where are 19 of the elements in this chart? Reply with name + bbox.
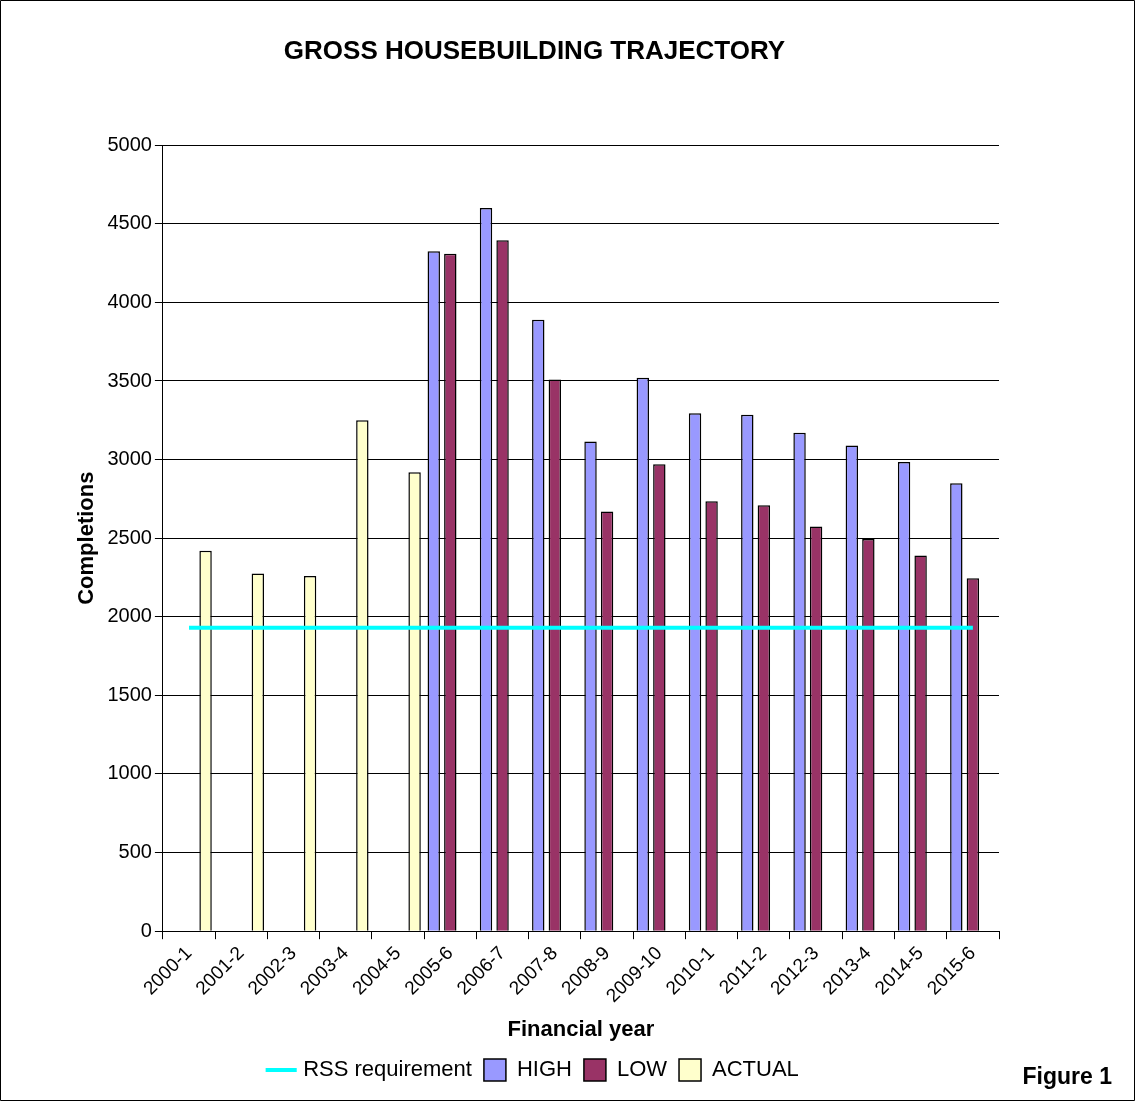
legend-label: LOW [616, 1056, 668, 1082]
y-tick-label: 2000 [107, 604, 152, 627]
y-tick-label: 2500 [107, 525, 152, 548]
y-tick-label: 1000 [107, 761, 152, 784]
y-axis-title: Completions [73, 471, 99, 605]
chart-title: GROSS HOUSEBUILDING TRAJECTORY [283, 34, 786, 65]
y-tick-label: 3500 [107, 368, 152, 391]
y-tick-label: 500 [118, 840, 152, 863]
y-tick-label: 0 [140, 918, 152, 941]
y-tick-label: 4500 [107, 211, 152, 234]
y-tick-label: 3000 [107, 447, 152, 470]
y-tick-label: 1500 [107, 682, 152, 705]
y-tick-label: 4000 [107, 289, 152, 312]
legend-label: RSS requirement [303, 1056, 472, 1082]
caption: Figure 1 [1022, 1063, 1113, 1090]
legend-label: ACTUAL [712, 1056, 799, 1082]
legend-label: HIGH [516, 1056, 572, 1082]
x-axis-title: Financial year [507, 1015, 655, 1041]
y-tick-label: 5000 [107, 132, 152, 155]
